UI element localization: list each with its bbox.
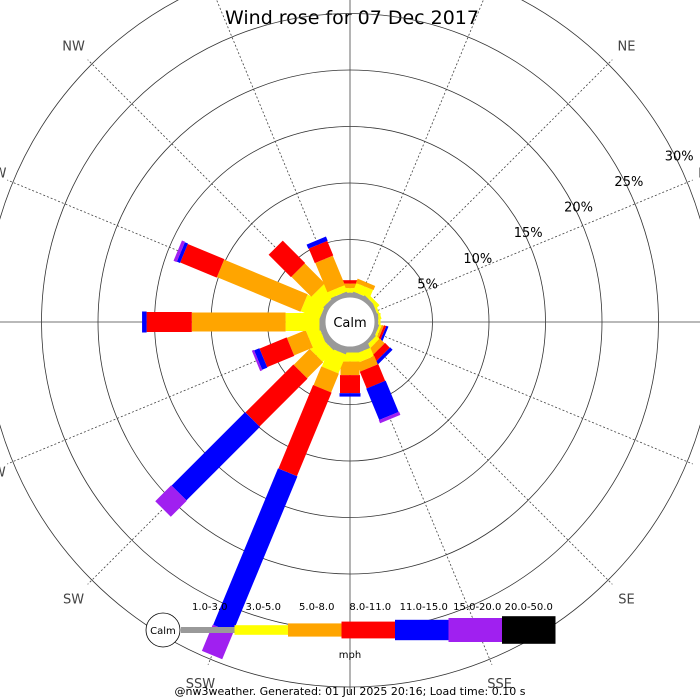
direction-label-wnw: WNW	[0, 166, 7, 181]
bar-segment-s-5.0-8.0	[340, 361, 360, 376]
chart-title: Wind rose for 07 Dec 2017	[225, 7, 479, 29]
bar-segment-nnw-11.0-15.0	[306, 236, 328, 249]
bar-segment-se-8.0-11.0	[370, 342, 390, 362]
bar-segment-wnw-11.0-15.0	[176, 242, 189, 263]
bar-segment-nw-5.0-8.0	[291, 263, 325, 297]
bar-segment-sw-11.0-15.0	[171, 412, 260, 501]
bar-segment-nne-5.0-8.0	[355, 278, 376, 291]
bar-segment-se-11.0-15.0	[375, 347, 393, 365]
legend-swatch-15.0-20.0	[448, 618, 502, 642]
speed-legend: Calm 1.0-3.0 3.0-5.0 5.0-8.0 8.0-11.0 11.0-15…	[145, 602, 556, 648]
bar-segment-w-8.0-11.0	[146, 312, 192, 332]
legend-swatch-20.0-50.0	[502, 616, 556, 644]
direction-label-sse: SSE	[487, 677, 512, 692]
bar-sw	[155, 334, 338, 517]
legend-swatch-3.0-5.0	[234, 625, 288, 635]
bar-segment-nnw-1.0-3.0	[330, 291, 348, 302]
legend-label-1.0-3.0: 1.0-3.0	[192, 602, 227, 613]
direction-label-ene: ENE	[698, 166, 700, 181]
bar-wsw	[251, 324, 330, 372]
bar-segment-ssw-15.0-20.0	[201, 624, 234, 660]
bar-segment-sw-15.0-20.0	[155, 485, 187, 517]
wind-bars	[142, 236, 401, 660]
bar-segment-n-5.0-8.0	[340, 283, 360, 289]
spoke-ese	[373, 331, 693, 465]
ring-label-10: 10%	[463, 252, 492, 267]
bar-nnw	[306, 236, 348, 302]
bar-segment-w-11.0-15.0	[142, 311, 147, 333]
bar-segment-nw-8.0-11.0	[268, 240, 306, 278]
legend-swatch-8.0-11.0	[341, 621, 395, 639]
bar-segment-wsw-11.0-15.0	[254, 348, 268, 370]
direction-label-sw: SW	[63, 592, 84, 607]
bar-segment-wsw-15.0-20.0	[251, 349, 263, 372]
legend-label-5.0-8.0: 5.0-8.0	[299, 602, 334, 613]
bar-segment-nnw-5.0-8.0	[315, 255, 345, 293]
bar-segment-sw-5.0-8.0	[293, 348, 324, 379]
legend-calm-circle	[145, 612, 181, 648]
spoke-ene	[373, 179, 693, 313]
bar-segment-w-5.0-8.0	[191, 312, 286, 332]
ring-label-15: 15%	[514, 226, 543, 241]
ring-label-30: 30%	[665, 149, 694, 164]
direction-label-nw: NW	[62, 40, 85, 55]
ring-label-5: 5%	[417, 278, 438, 293]
legend-swatch-11.0-15.0	[395, 619, 449, 641]
bar-segment-sse-5.0-8.0	[356, 355, 378, 372]
bar-segment-nnw-8.0-11.0	[308, 240, 334, 264]
direction-label-ssw: SSW	[186, 677, 216, 692]
bar-segment-s-11.0-15.0	[339, 393, 361, 397]
legend-label-20.0-50.0: 20.0-50.0	[505, 602, 553, 613]
bar-segment-ne-3.0-5.0	[364, 292, 380, 308]
legend-swatch-1.0-3.0	[181, 627, 235, 633]
direction-label-ne: NE	[618, 40, 636, 55]
bar-segment-s-8.0-11.0	[340, 375, 360, 394]
legend-label-3.0-5.0: 3.0-5.0	[246, 602, 281, 613]
calm-ring	[322, 294, 378, 350]
bar-segment-ssw-11.0-15.0	[213, 468, 298, 633]
spoke-nne	[359, 0, 484, 299]
ring-labels: 5% 10% 15% 20% 25% 30%	[417, 149, 693, 292]
bar-segment-nnw-3.0-5.0	[327, 285, 348, 299]
direction-label-wsw: WSW	[0, 466, 6, 481]
bar-segment-wnw-15.0-20.0	[173, 240, 186, 263]
ring-label-20: 20%	[564, 201, 593, 216]
calm-label: Calm	[333, 316, 366, 331]
bar-segment-sse-8.0-11.0	[359, 364, 386, 389]
bar-segment-e-3.0-5.0	[378, 313, 381, 331]
bar-segment-w-3.0-5.0	[285, 313, 320, 331]
unit-label: mph	[339, 650, 361, 661]
bar-w	[142, 311, 324, 333]
bar-segment-n-8.0-11.0	[340, 280, 360, 284]
bar-segment-ssw-8.0-11.0	[278, 384, 332, 477]
direction-label-ese: ESE	[699, 466, 700, 481]
ring-label-25: 25%	[614, 175, 643, 190]
legend-calm-label: Calm	[150, 626, 176, 637]
spoke-se	[368, 340, 613, 585]
spoke-ne	[368, 59, 613, 304]
bar-segment-wnw-8.0-11.0	[180, 244, 225, 278]
bar-segment-wsw-8.0-11.0	[259, 337, 295, 368]
bar-segment-wnw-5.0-8.0	[216, 259, 308, 312]
bar-segment-sse-11.0-15.0	[366, 380, 399, 420]
bar-segment-ssw-5.0-8.0	[313, 366, 339, 393]
calm-circle: Calm	[322, 294, 378, 350]
footer-text: @nw3weather. Generated: 01 Jul 2025 20:1…	[175, 685, 526, 698]
bar-ssw	[201, 342, 348, 660]
bar-segment-wsw-5.0-8.0	[286, 330, 313, 356]
bar-segment-sw-8.0-11.0	[245, 364, 308, 427]
legend-label-8.0-11.0: 8.0-11.0	[349, 602, 391, 613]
legend-label-11.0-15.0: 11.0-15.0	[400, 602, 448, 613]
bar-segment-sse-15.0-20.0	[378, 411, 401, 424]
bar-segment-w-1.0-3.0	[319, 313, 324, 331]
direction-label-se: SE	[618, 592, 634, 607]
legend-swatch-5.0-8.0	[288, 623, 342, 637]
legend-label-15.0-20.0: 15.0-20.0	[453, 602, 501, 613]
